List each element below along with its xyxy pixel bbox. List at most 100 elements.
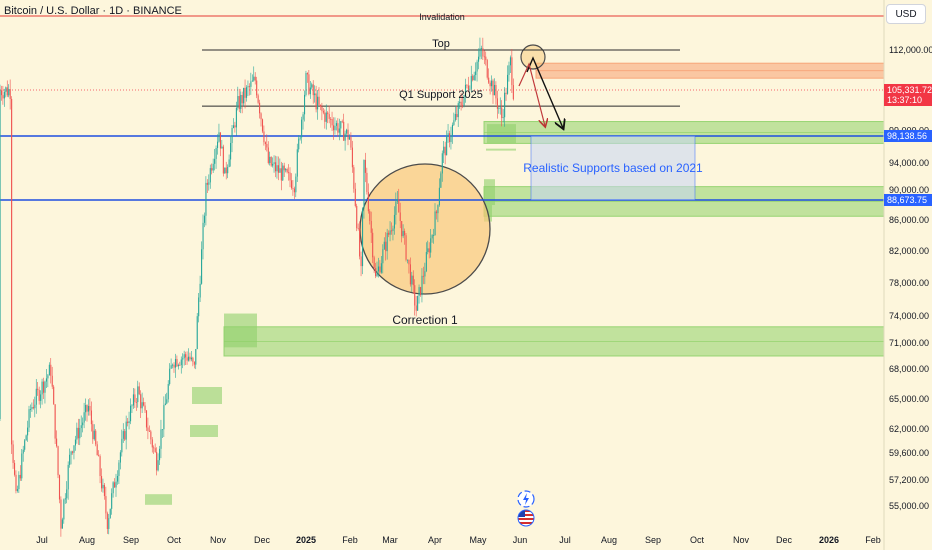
- candle: [369, 209, 371, 225]
- candle: [74, 435, 76, 451]
- candle-body: [441, 153, 443, 174]
- candle-body: [450, 135, 452, 143]
- candle: [16, 485, 18, 493]
- candle-body: [305, 73, 307, 95]
- order-block-0: [224, 313, 257, 348]
- candle-body: [6, 87, 8, 96]
- candle: [248, 83, 250, 96]
- candle-body: [76, 427, 78, 440]
- candle: [366, 167, 368, 195]
- candle-body: [398, 199, 400, 213]
- candle: [193, 361, 195, 369]
- candle: [31, 402, 33, 412]
- candle-body: [40, 394, 42, 401]
- candle: [422, 266, 424, 285]
- countdown-value: 13:37:10: [887, 95, 922, 105]
- candle-body: [50, 364, 52, 376]
- candle: [41, 378, 43, 405]
- candle: [6, 80, 8, 98]
- candle: [234, 121, 236, 133]
- candle: [192, 356, 194, 367]
- candle: [198, 292, 200, 323]
- candle: [383, 237, 385, 250]
- candle: [373, 255, 375, 274]
- candle-body: [143, 402, 145, 406]
- candle-body: [492, 80, 494, 96]
- candle-body: [61, 519, 63, 529]
- candle-body: [124, 431, 126, 440]
- candle-body: [74, 439, 76, 446]
- candle-body: [502, 117, 504, 119]
- candle-body: [32, 407, 34, 409]
- candle-body: [312, 84, 314, 96]
- candle: [459, 97, 461, 109]
- candle: [212, 158, 214, 173]
- candle: [63, 498, 65, 524]
- candle-body: [293, 188, 295, 193]
- candle: [478, 48, 480, 70]
- candle: [424, 262, 426, 285]
- candle: [130, 398, 132, 425]
- candle: [315, 85, 317, 113]
- candle-body: [376, 271, 378, 277]
- candle-body: [22, 449, 24, 454]
- candle: [147, 417, 149, 440]
- candle-body: [282, 165, 284, 181]
- candle-body: [509, 57, 511, 66]
- candle-body: [41, 381, 43, 395]
- candle-body: [227, 166, 229, 174]
- candle-body: [180, 359, 182, 366]
- candle: [451, 122, 453, 144]
- candle-body: [319, 104, 322, 107]
- candle: [382, 244, 384, 274]
- candle: [218, 123, 220, 143]
- candle: [73, 445, 75, 460]
- candle: [304, 90, 306, 122]
- candle: [292, 180, 294, 196]
- lightning-icon[interactable]: [517, 490, 535, 508]
- candle: [335, 120, 337, 131]
- candle-body: [148, 430, 150, 432]
- candle-body: [66, 489, 68, 499]
- candle: [473, 71, 475, 81]
- candle: [128, 411, 130, 430]
- candle: [346, 128, 348, 137]
- candle-body: [480, 48, 482, 50]
- candle: [185, 351, 187, 366]
- candle-body: [396, 199, 398, 202]
- candle-body: [96, 444, 98, 456]
- candle-body: [322, 111, 324, 113]
- candle: [282, 162, 284, 181]
- candle: [111, 488, 113, 515]
- currency-button[interactable]: USD: [886, 4, 926, 24]
- candle-body: [318, 96, 320, 105]
- candle: [479, 37, 481, 60]
- candle-body: [217, 141, 219, 149]
- candle-body: [292, 188, 294, 189]
- candle: [8, 84, 10, 98]
- candle-body: [221, 146, 223, 149]
- candle: [35, 379, 37, 414]
- candle-body: [508, 65, 510, 75]
- price-axis-bg: [884, 0, 932, 550]
- candle-body: [449, 133, 451, 143]
- candle-body: [276, 165, 278, 172]
- us-flag-icon[interactable]: [517, 509, 535, 527]
- candle: [434, 203, 436, 236]
- candle-body: [383, 241, 385, 250]
- candle-body: [157, 460, 159, 471]
- candle: [28, 405, 30, 433]
- candle-body: [243, 87, 245, 104]
- candle: [99, 454, 101, 484]
- y-tick-label: 55,000.00: [889, 501, 929, 511]
- x-tick-label: Oct: [167, 535, 182, 545]
- candle-body: [140, 394, 142, 409]
- candle: [148, 425, 150, 432]
- candle: [58, 474, 61, 504]
- candle-body: [182, 358, 184, 360]
- candle-body: [112, 482, 114, 494]
- y-tick-label: 65,000.00: [889, 394, 929, 404]
- candle: [340, 120, 342, 138]
